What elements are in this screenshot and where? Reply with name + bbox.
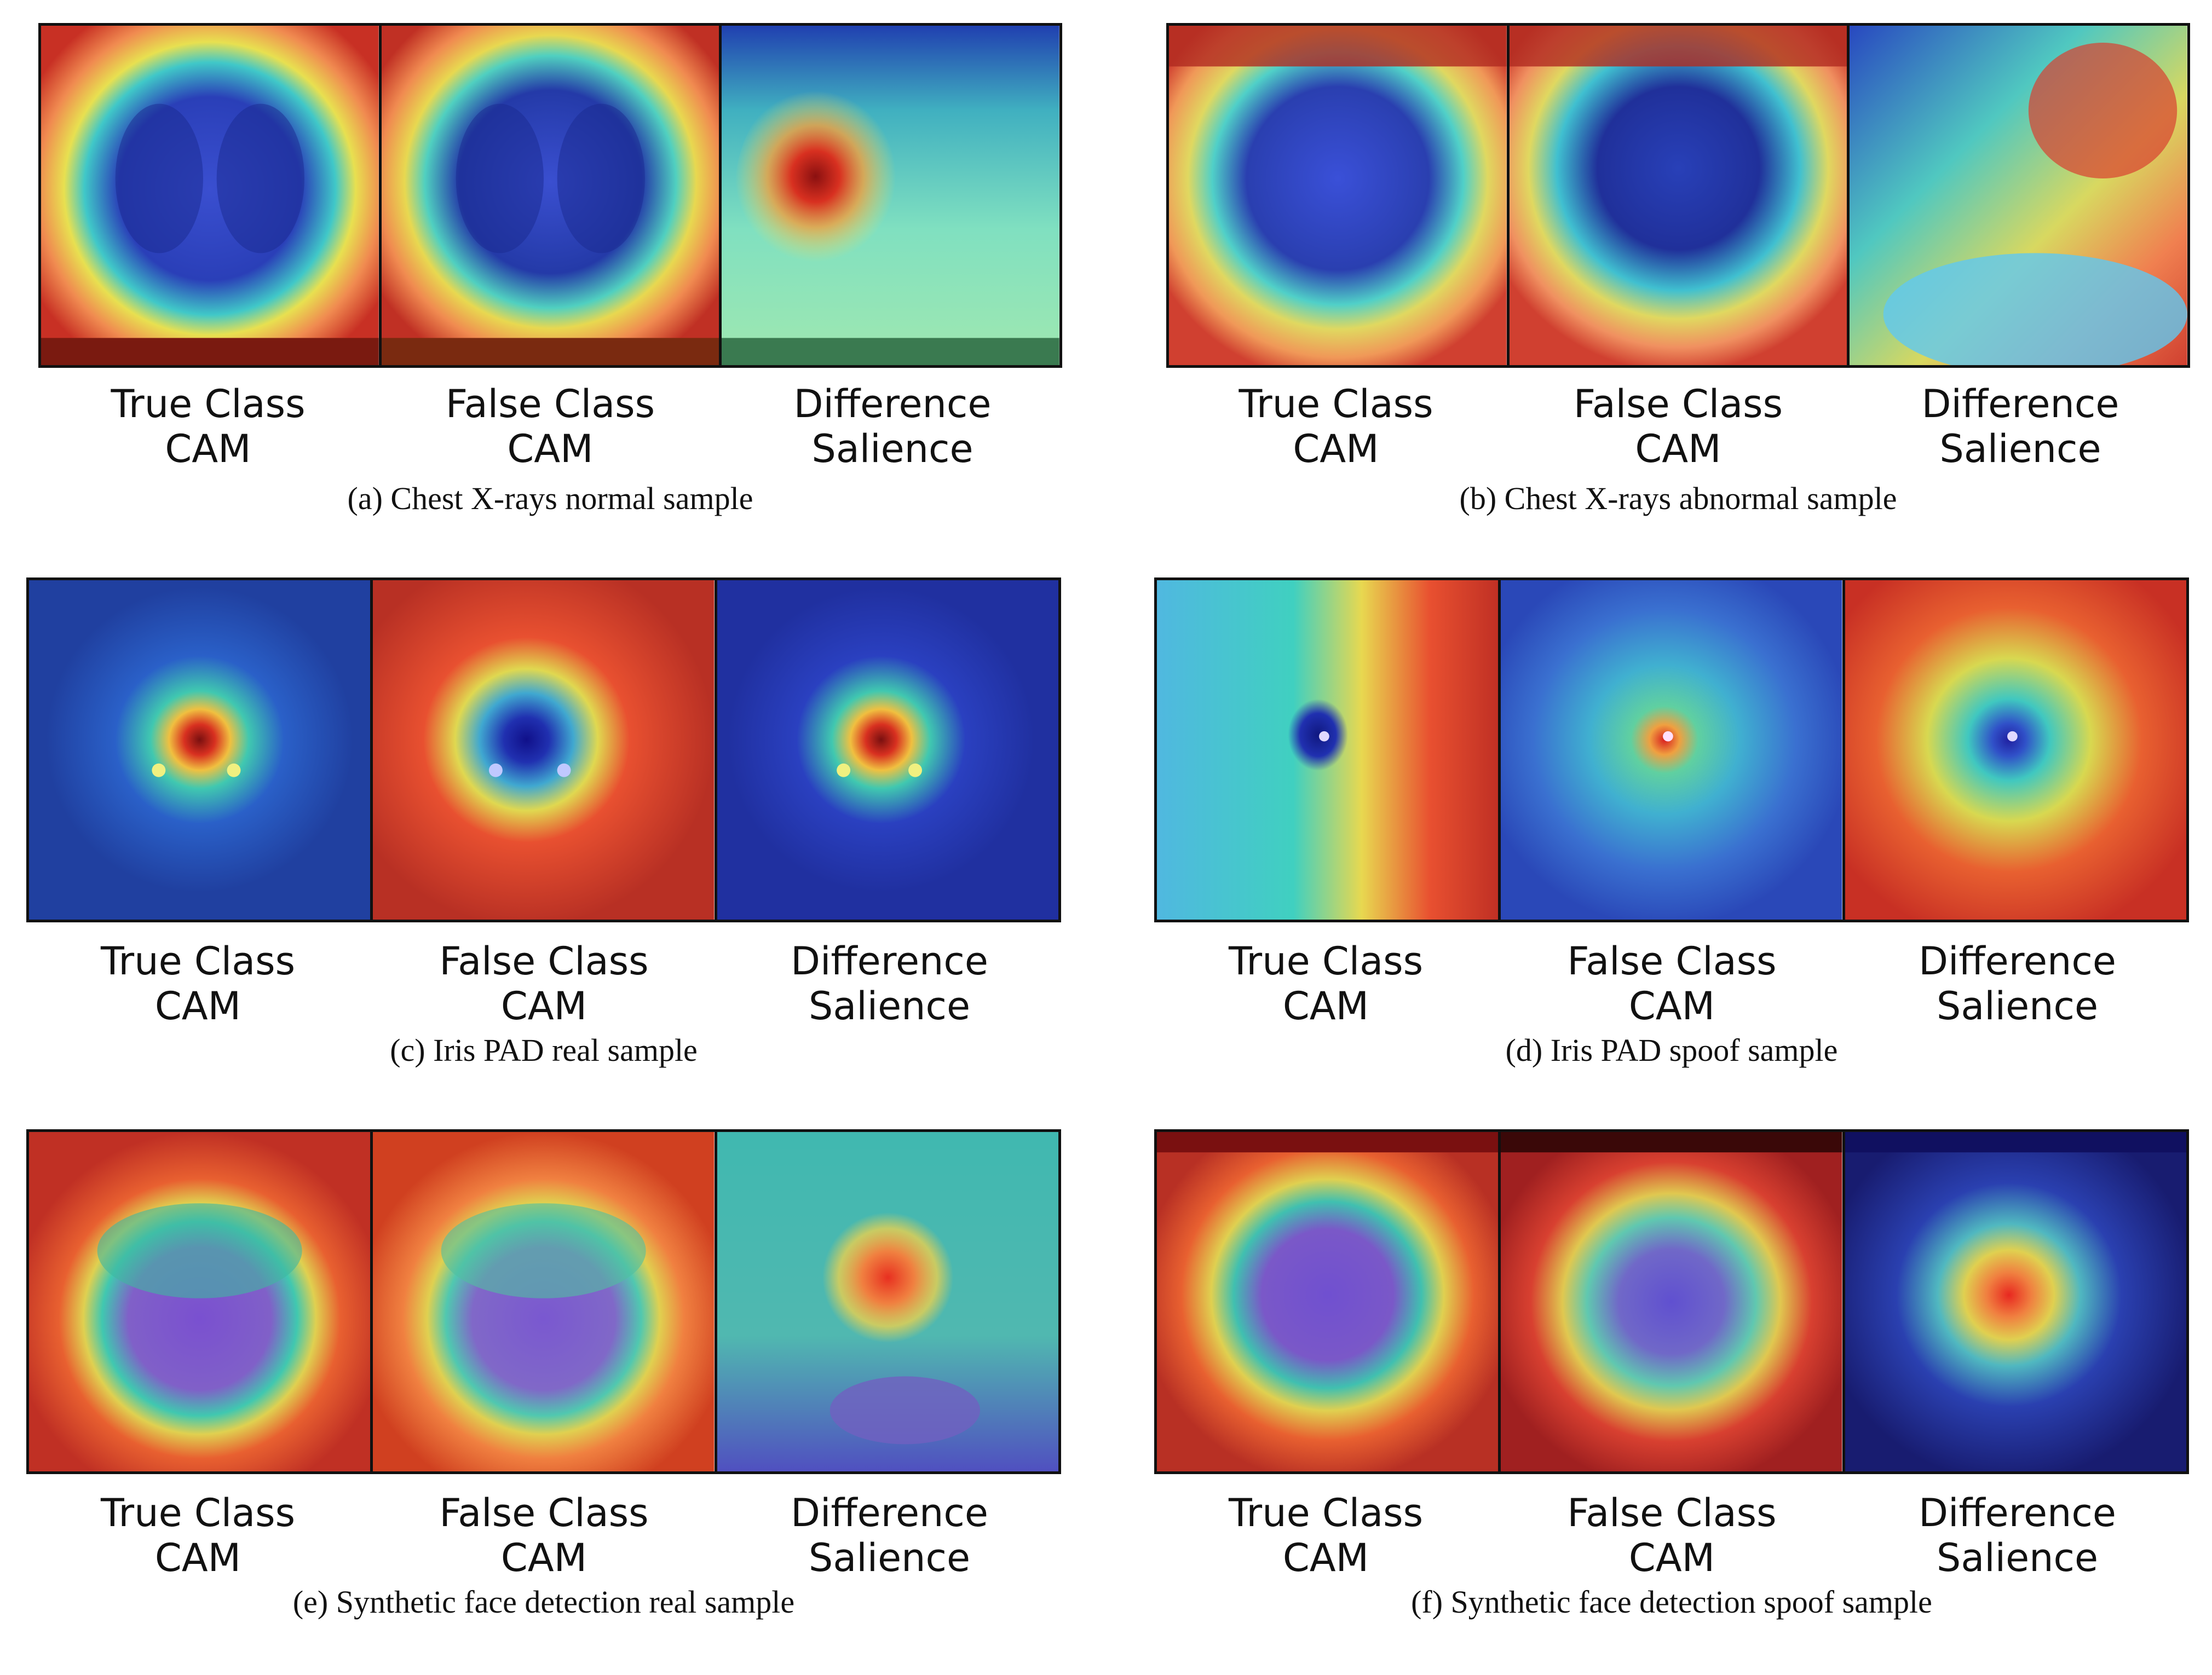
panel-label-difference: Difference Salience — [791, 1491, 988, 1580]
difference-salience-image — [714, 580, 1058, 920]
false-class-cam-image — [1498, 580, 1842, 920]
panel-e: True Class CAM False Class CAM Difference S… — [26, 1129, 1061, 1633]
caption: (c) Iris PAD real sample — [390, 1032, 698, 1068]
true-class-cam-image — [29, 580, 371, 920]
false-class-cam-image — [378, 26, 719, 365]
false-class-cam-image — [370, 580, 715, 920]
panel-label-false-class: False Class CAM — [1567, 939, 1777, 1029]
heatmap-strip — [26, 1129, 1061, 1474]
panel-c: True Class CAM False Class CAM Difference S… — [26, 577, 1061, 1081]
panel-label-true-class: True Class CAM — [100, 939, 296, 1029]
true-class-cam-image — [1157, 1132, 1499, 1471]
panel-label-difference: Difference Salience — [1919, 1491, 2116, 1580]
caption: (d) Iris PAD spoof sample — [1505, 1032, 1838, 1068]
heatmap-strip — [38, 23, 1062, 368]
false-class-cam-image — [1506, 26, 1847, 365]
false-class-cam-image — [1498, 1132, 1842, 1471]
difference-salience-image — [714, 1132, 1058, 1471]
panel-label-false-class: False Class CAM — [1567, 1491, 1777, 1580]
panel-label-false-class: False Class CAM — [439, 939, 649, 1029]
false-class-cam-image — [370, 1132, 715, 1471]
caption: (b) Chest X-rays abnormal sample — [1459, 481, 1897, 516]
difference-salience-image — [719, 26, 1060, 365]
difference-salience-image — [1842, 1132, 2186, 1471]
panel-b: True Class CAM False Class CAM Difference S… — [1166, 23, 2190, 527]
panel-label-true-class: True Class CAM — [100, 1491, 296, 1580]
heatmap-strip — [1154, 577, 2189, 922]
panel-label-difference: Difference Salience — [793, 382, 992, 471]
caption: (f) Synthetic face detection spoof sampl… — [1411, 1584, 1932, 1620]
panel-label-true-class: True Class CAM — [1228, 1491, 1424, 1580]
difference-salience-image — [1842, 580, 2186, 920]
true-class-cam-image — [29, 1132, 371, 1471]
caption: (a) Chest X-rays normal sample — [347, 481, 753, 516]
true-class-cam-image — [41, 26, 379, 365]
panel-label-difference: Difference Salience — [791, 939, 988, 1029]
true-class-cam-image — [1169, 26, 1507, 365]
panel-a: True Class CAM False Class CAM Difference S… — [38, 23, 1062, 527]
panel-label-false-class: False Class CAM — [445, 382, 655, 471]
panel-label-true-class: True Class CAM — [1239, 382, 1433, 471]
panel-label-true-class: True Class CAM — [111, 382, 306, 471]
panel-d: True Class CAM False Class CAM Difference S… — [1154, 577, 2189, 1081]
panel-label-difference: Difference Salience — [1921, 382, 2119, 471]
panel-f: True Class CAM False Class CAM Difference S… — [1154, 1129, 2189, 1633]
heatmap-strip — [26, 577, 1061, 922]
panel-label-difference: Difference Salience — [1919, 939, 2116, 1029]
heatmap-strip — [1166, 23, 2190, 368]
true-class-cam-image — [1157, 580, 1499, 920]
panel-label-false-class: False Class CAM — [439, 1491, 649, 1580]
panel-label-true-class: True Class CAM — [1228, 939, 1424, 1029]
caption: (e) Synthetic face detection real sample — [292, 1584, 795, 1620]
heatmap-strip — [1154, 1129, 2189, 1474]
difference-salience-image — [1847, 26, 2188, 365]
panel-label-false-class: False Class CAM — [1573, 382, 1783, 471]
